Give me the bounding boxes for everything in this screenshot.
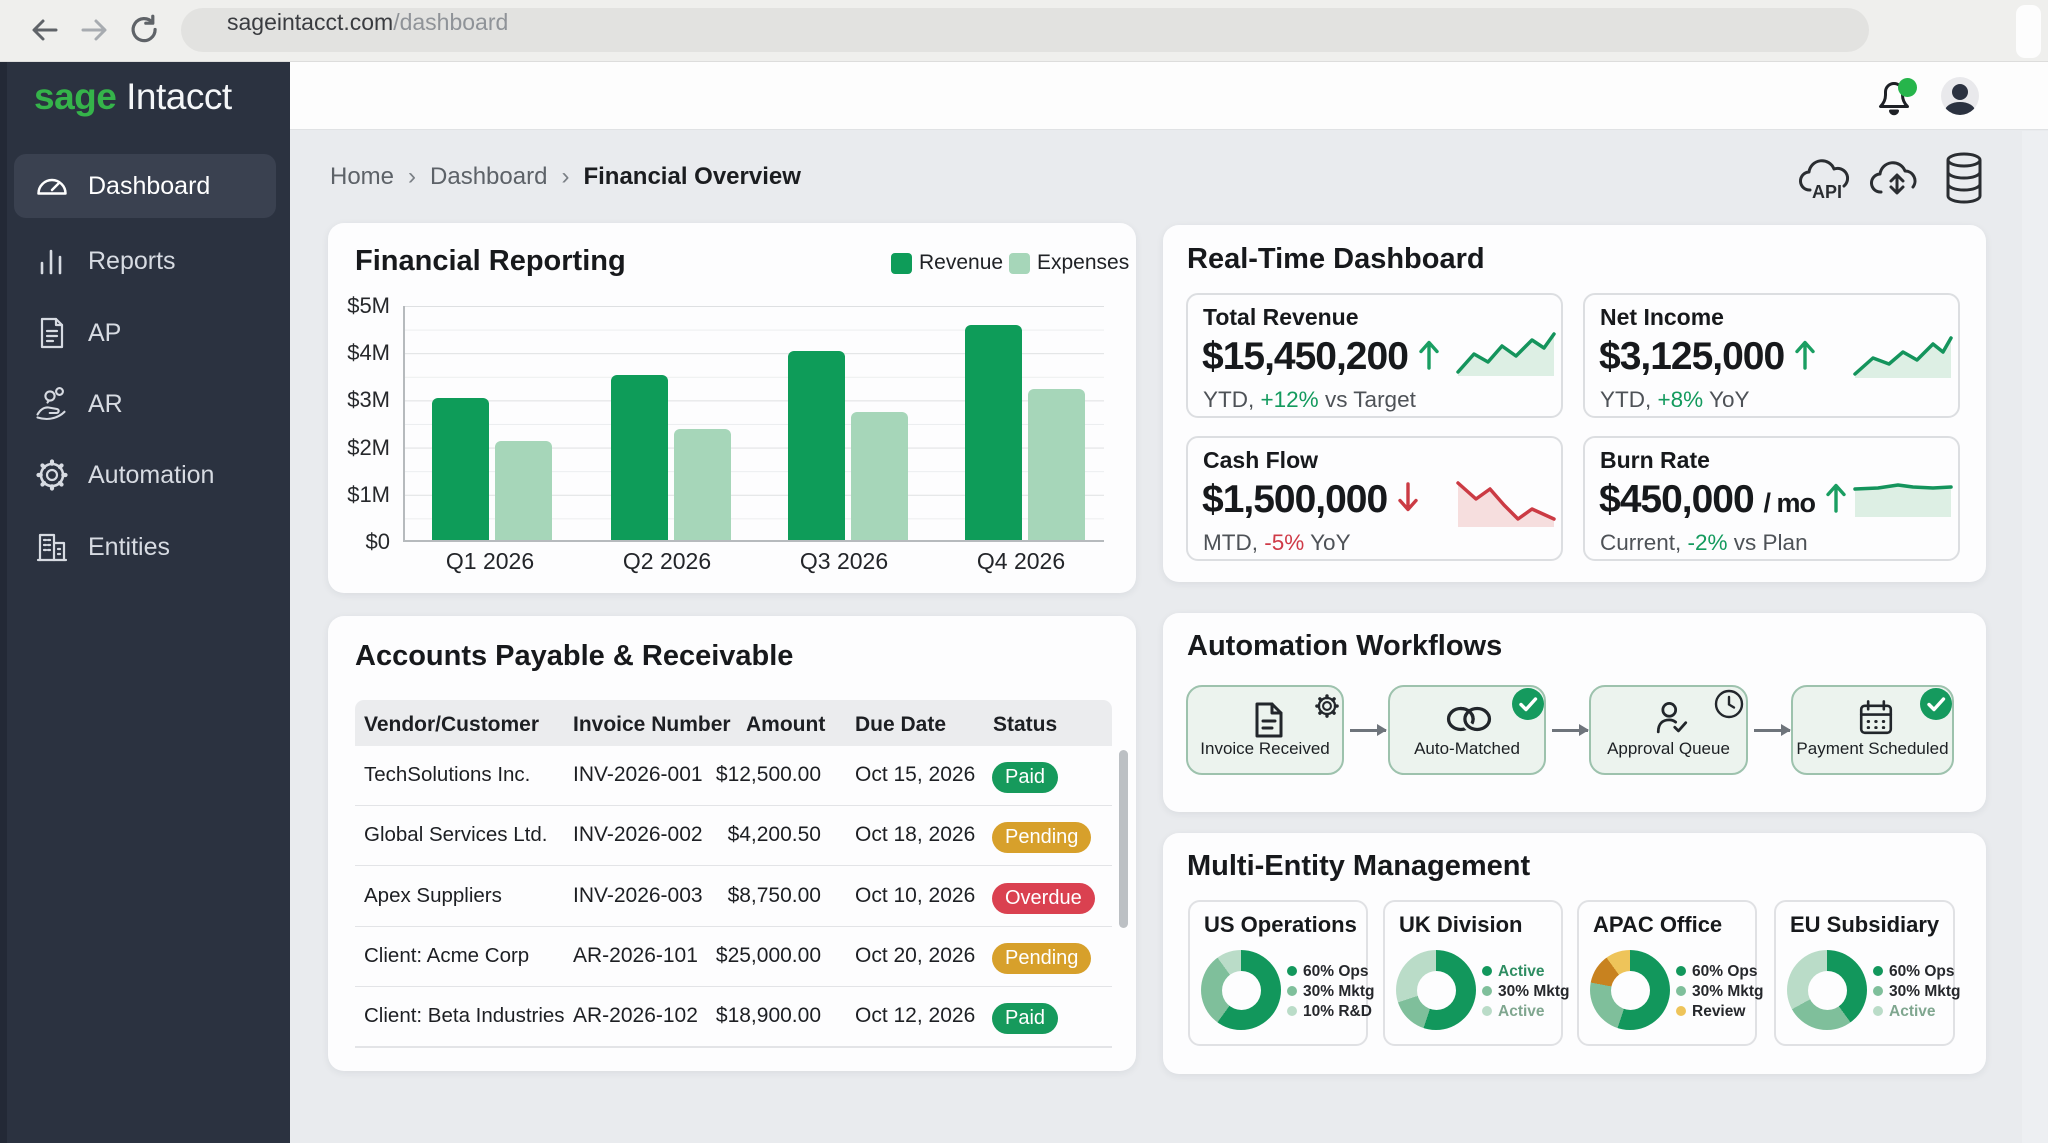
svg-text:API: API [1812, 182, 1842, 202]
